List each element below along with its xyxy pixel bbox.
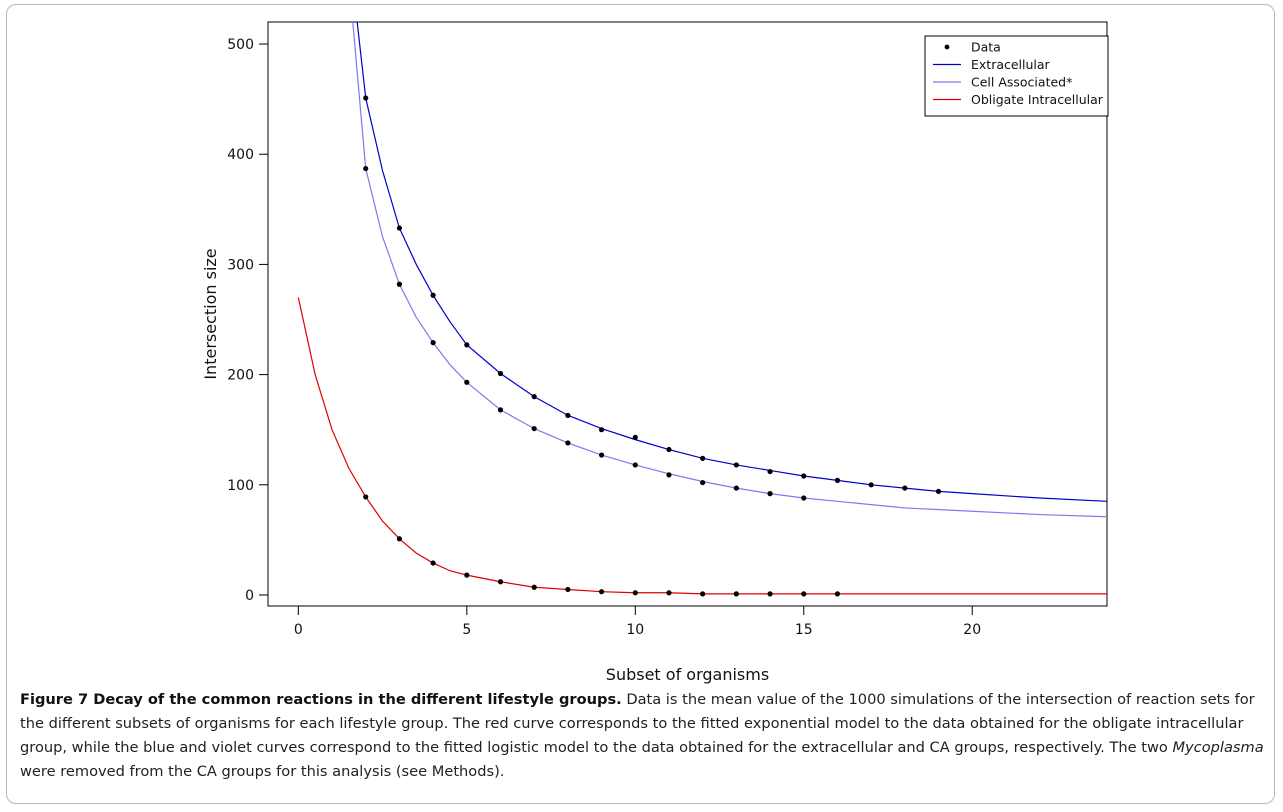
legend-box: [924, 35, 1109, 117]
curve-extracellular: [347, 22, 1107, 502]
data-point: [700, 591, 706, 597]
data-point: [363, 95, 369, 101]
data-point: [801, 495, 807, 501]
data-point: [700, 479, 706, 486]
y-tick-label: 0: [245, 588, 254, 604]
caption-italic-word: Mycoplasma: [1172, 739, 1264, 756]
data-point: [733, 485, 739, 491]
data-point: [497, 370, 504, 377]
data-point: [430, 292, 436, 298]
legend-marker-point: [944, 44, 950, 50]
legend-label: Obligate Intracellular: [971, 92, 1104, 107]
data-point: [801, 473, 807, 479]
x-tick-label: 20: [963, 622, 981, 638]
data-point: [700, 455, 706, 461]
y-tick-label: 300: [227, 257, 254, 273]
data-point: [834, 591, 841, 597]
data-point: [396, 536, 403, 542]
data-point: [801, 591, 807, 597]
x-tick-label: 10: [626, 622, 644, 638]
legend-label: Extracellular: [971, 57, 1051, 72]
data-point: [396, 225, 403, 231]
legend-label: Cell Associated*: [971, 75, 1072, 90]
data-point: [767, 491, 773, 497]
y-tick-label: 200: [227, 368, 254, 384]
y-tick-label: 400: [227, 147, 254, 163]
data-point: [632, 462, 638, 468]
data-point: [902, 485, 908, 491]
data-point: [565, 586, 571, 593]
data-point: [598, 452, 605, 458]
data-point: [733, 462, 739, 468]
data-point: [396, 281, 403, 287]
data-point: [464, 379, 470, 385]
x-tick-label: 5: [462, 622, 471, 638]
curve-obligate-intracellular: [297, 297, 1107, 595]
data-point: [632, 590, 638, 596]
data-point: [733, 591, 739, 597]
caption-title: Figure 7 Decay of the common reactions i…: [20, 691, 622, 708]
figure-caption: Figure 7 Decay of the common reactions i…: [20, 688, 1270, 784]
data-point: [531, 394, 537, 400]
data-point: [464, 342, 470, 348]
data-point: [767, 591, 773, 597]
data-point: [363, 494, 369, 500]
plot-frame: [267, 21, 1108, 607]
data-point: [598, 589, 605, 595]
data-point: [497, 407, 504, 413]
data-point: [565, 412, 571, 418]
x-tick-label: 15: [795, 622, 813, 638]
x-axis-title: Subset of organisms: [606, 665, 769, 684]
data-point: [935, 488, 942, 495]
data-point: [868, 482, 874, 488]
data-point: [464, 572, 470, 578]
data-point: [497, 579, 504, 585]
data-point: [598, 427, 605, 433]
data-point: [430, 340, 436, 346]
data-point: [632, 434, 638, 441]
data-point: [531, 425, 537, 432]
legend-label: Data: [971, 40, 1001, 55]
data-point: [531, 584, 537, 590]
data-point: [430, 560, 436, 566]
x-tick-label: 0: [294, 622, 303, 638]
figure-frame: [6, 4, 1275, 804]
data-point: [363, 165, 369, 172]
y-axis-title: Intersection size: [201, 248, 220, 379]
y-tick-label: 500: [227, 37, 254, 53]
caption-body-part1: Data is the mean value of the 1000 simul…: [20, 691, 1255, 756]
y-tick-label: 100: [227, 478, 254, 494]
data-point: [666, 472, 672, 478]
data-point: [834, 477, 841, 483]
data-point: [767, 468, 773, 475]
data-point: [666, 446, 672, 453]
caption-body-part2: were removed from the CA groups for this…: [20, 763, 505, 780]
data-point: [666, 590, 672, 596]
data-point: [565, 440, 571, 446]
